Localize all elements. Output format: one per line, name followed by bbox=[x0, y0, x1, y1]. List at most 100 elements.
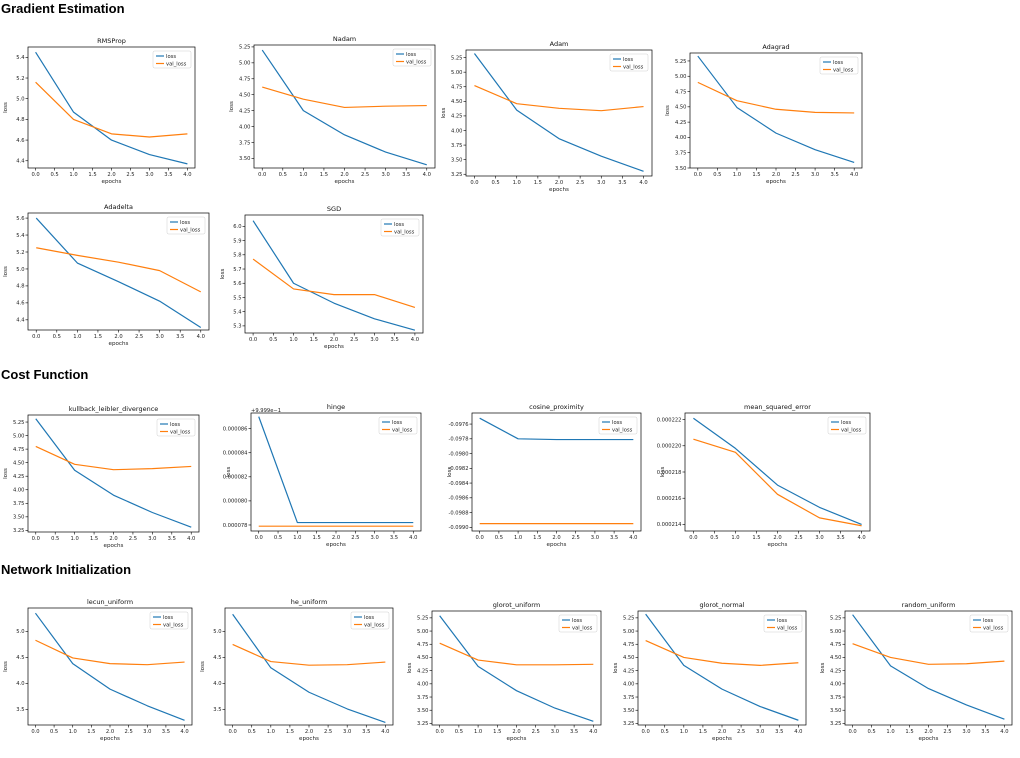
y-tick-label: 4.75 bbox=[13, 447, 25, 453]
series-line-loss bbox=[232, 613, 386, 723]
y-tick-label: 3.50 bbox=[675, 166, 687, 172]
x-tick-label: 2.5 bbox=[791, 172, 799, 178]
y-tick-label: 4.00 bbox=[417, 682, 429, 688]
x-tick-label: 4.0 bbox=[850, 172, 858, 178]
x-tick-label: 2.0 bbox=[924, 729, 932, 735]
chart-title: Adagrad bbox=[762, 43, 789, 51]
x-tick-label: 2.5 bbox=[351, 535, 359, 541]
x-tick-label: 3.5 bbox=[391, 337, 399, 343]
x-tick-label: 2.5 bbox=[126, 172, 134, 178]
plot-frame bbox=[465, 49, 653, 177]
chart-title: RMSProp bbox=[97, 37, 126, 45]
chart-he-uniform: he_uniform 0.0 0.5 1.0 1.5 2.0 2.5 3.0 3.5 4.0 3.5… bbox=[200, 598, 394, 742]
x-tick-label: 1.5 bbox=[699, 729, 707, 735]
y-tick-label: 4.75 bbox=[830, 642, 842, 648]
x-tick-label: 2.0 bbox=[107, 172, 115, 178]
x-tick-label: 1.0 bbox=[267, 729, 275, 735]
x-axis-label: epochs bbox=[104, 543, 124, 549]
y-tick-label: 3.50 bbox=[239, 156, 251, 162]
chart-title: Adadelta bbox=[104, 203, 133, 211]
x-tick-label: 4.0 bbox=[794, 729, 802, 735]
x-tick-label: 1.5 bbox=[493, 729, 501, 735]
legend-label-loss: loss bbox=[394, 222, 404, 228]
y-tick-label: 3.75 bbox=[675, 151, 687, 157]
x-tick-label: 2.0 bbox=[305, 729, 313, 735]
x-tick-label: 3.5 bbox=[610, 535, 618, 541]
y-tick-label: 5.3 bbox=[233, 324, 241, 330]
section-title-gradient-estimation: Gradient Estimation bbox=[1, 1, 125, 16]
series-line-val-loss bbox=[262, 86, 427, 109]
plot-frame bbox=[27, 212, 210, 331]
legend-label-val-loss: val_loss bbox=[163, 622, 184, 628]
y-tick-label: 4.4 bbox=[16, 318, 25, 324]
chart-glorot-normal: glorot_normal 0.0 0.5 1.0 1.5 2.0 2.5 3.0 3.5 4.0… bbox=[613, 601, 807, 742]
legend-label-val-loss: val_loss bbox=[623, 64, 644, 70]
y-tick-label: 5.00 bbox=[417, 629, 429, 635]
y-tick-label: 5.4 bbox=[16, 233, 25, 239]
x-tick-label: 1.5 bbox=[752, 535, 760, 541]
x-tick-label: 2.0 bbox=[106, 729, 114, 735]
series-line-val-loss bbox=[693, 438, 862, 527]
y-tick-label: 4.75 bbox=[451, 85, 463, 91]
x-tick-label: 3.5 bbox=[570, 729, 578, 735]
axis-offset-label: +9.999e−1 bbox=[251, 408, 281, 414]
series-line-val-loss bbox=[852, 643, 1005, 665]
x-tick-label: 4.0 bbox=[180, 729, 188, 735]
chart-title: he_uniform bbox=[291, 598, 328, 606]
x-tick-label: 2.5 bbox=[324, 729, 332, 735]
plot-frame bbox=[844, 610, 1013, 726]
y-tick-label: 3.75 bbox=[417, 695, 429, 701]
y-tick-label: 5.00 bbox=[451, 70, 463, 76]
x-tick-label: 3.0 bbox=[962, 729, 970, 735]
y-tick-label: 0.000222 bbox=[657, 417, 682, 423]
x-tick-label: 1.0 bbox=[73, 334, 81, 340]
chart-kullback-leibler-divergence: kullback_leibler_divergence 0.0 0.5 1.0 1.5 2… bbox=[3, 405, 200, 549]
x-tick-label: 1.5 bbox=[752, 172, 760, 178]
y-tick-label: 4.50 bbox=[239, 93, 251, 99]
x-axis-label: epochs bbox=[712, 736, 732, 742]
x-tick-label: 0.0 bbox=[470, 180, 478, 186]
y-tick-label: 5.4 bbox=[16, 55, 25, 61]
series-line-loss bbox=[35, 217, 202, 328]
y-tick-label: 4.00 bbox=[675, 135, 687, 141]
x-tick-label: 2.5 bbox=[572, 535, 580, 541]
x-tick-label: 3.5 bbox=[168, 536, 176, 542]
series-line-val-loss bbox=[232, 643, 386, 666]
x-tick-label: 2.0 bbox=[330, 337, 338, 343]
legend-label-loss: loss bbox=[163, 615, 173, 621]
x-tick-label: 1.5 bbox=[94, 334, 102, 340]
y-tick-label: 4.00 bbox=[830, 682, 842, 688]
x-axis-label: epochs bbox=[768, 542, 788, 548]
legend-label-loss: loss bbox=[833, 60, 843, 66]
x-tick-label: 0.5 bbox=[495, 535, 503, 541]
legend-label-loss: loss bbox=[612, 420, 622, 426]
y-tick-label: 5.0 bbox=[16, 97, 24, 103]
y-tick-label: 4.8 bbox=[16, 117, 24, 123]
series-line-val-loss bbox=[252, 258, 416, 308]
x-tick-label: 3.0 bbox=[551, 729, 559, 735]
legend-label-val-loss: val_loss bbox=[364, 622, 385, 628]
x-tick-label: 0.0 bbox=[694, 172, 702, 178]
y-axis-label: loss bbox=[3, 266, 9, 277]
y-tick-label: 3.75 bbox=[239, 140, 251, 146]
x-tick-label: 1.0 bbox=[680, 729, 688, 735]
y-tick-label: 3.50 bbox=[830, 708, 842, 714]
chart-adadelta: Adadelta 0.0 0.5 1.0 1.5 2.0 2.5 3.0 3.5 4.0 4.4 4.… bbox=[3, 203, 210, 347]
x-tick-label: 2.5 bbox=[129, 536, 137, 542]
y-tick-label: 3.75 bbox=[451, 143, 463, 149]
x-tick-label: 4.0 bbox=[857, 535, 865, 541]
x-tick-label: 2.0 bbox=[340, 172, 348, 178]
y-tick-label: 4.00 bbox=[239, 124, 251, 130]
legend-label-loss: loss bbox=[170, 422, 180, 428]
x-tick-label: 1.0 bbox=[514, 535, 522, 541]
x-tick-label: 3.0 bbox=[148, 536, 156, 542]
x-axis-label: epochs bbox=[299, 736, 319, 742]
y-tick-label: 5.5 bbox=[233, 295, 241, 301]
y-tick-label: 4.00 bbox=[623, 682, 635, 688]
x-tick-label: 0.0 bbox=[689, 535, 697, 541]
